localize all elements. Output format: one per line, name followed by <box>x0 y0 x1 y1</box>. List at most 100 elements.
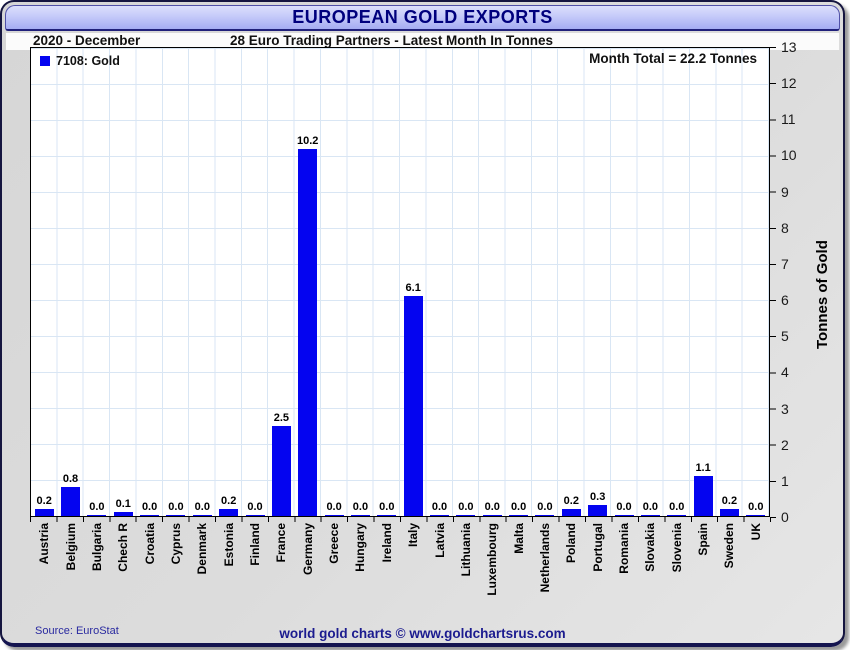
bar-value-label: 0.0 <box>748 500 764 513</box>
bar-column-lithuania: 0.0 <box>453 48 479 516</box>
bar-column-malta: 0.0 <box>505 48 531 516</box>
bar <box>350 514 370 516</box>
bar-value-label: 0.0 <box>247 500 263 513</box>
x-axis-label-germany: Germany <box>300 523 315 576</box>
bar-column-finland: 0.0 <box>242 48 268 516</box>
bar-column-luxembourg: 0.0 <box>479 48 505 516</box>
bar-column-france: 2.5 <box>268 48 294 516</box>
x-axis-label-italy: Italy <box>406 523 421 548</box>
x-axis-label-uk: UK <box>748 523 763 541</box>
bar-column-poland: 0.2 <box>558 48 584 516</box>
bar <box>614 514 634 516</box>
y-axis-number: 5 <box>781 328 789 345</box>
bar-value-label: 1.1 <box>695 462 711 475</box>
month-total-annotation: Month Total = 22.2 Tonnes <box>589 51 757 66</box>
x-axis-label-chech-r: Chech R <box>116 523 131 572</box>
bar-value-label: 0.2 <box>563 494 579 507</box>
bar <box>219 508 239 516</box>
bar <box>113 512 133 516</box>
plot-area: 7108: Gold Month Total = 22.2 Tonnes 0.2… <box>30 47 770 517</box>
x-axis-label-austria: Austria <box>37 523 52 565</box>
x-axis-label-lithuania: Lithuania <box>458 523 473 577</box>
x-axis-label-poland: Poland <box>564 523 579 564</box>
x-axis-label-sweden: Sweden <box>722 523 737 569</box>
bar <box>166 514 186 516</box>
bar-column-latvia: 0.0 <box>426 48 452 516</box>
bar <box>535 514 555 516</box>
bar-value-label: 0.0 <box>484 500 500 513</box>
bar-column-netherlands: 0.0 <box>532 48 558 516</box>
x-axis-label-spain: Spain <box>696 523 711 556</box>
bar-column-portugal: 0.3 <box>585 48 611 516</box>
y-axis-ticks <box>770 47 776 518</box>
legend: 7108: Gold <box>40 54 120 68</box>
x-axis-label-finland: Finland <box>248 523 263 566</box>
bar-column-spain: 1.1 <box>690 48 716 516</box>
legend-label: 7108: Gold <box>56 54 120 68</box>
bar <box>667 514 687 516</box>
bar-value-label: 6.1 <box>405 282 421 295</box>
legend-swatch-icon <box>40 56 50 66</box>
x-axis-label-latvia: Latvia <box>432 523 447 558</box>
bar-value-label: 0.0 <box>194 500 210 513</box>
bar-value-label: 0.3 <box>590 491 606 504</box>
x-axis-label-luxembourg: Luxembourg <box>485 523 500 596</box>
x-axis-label-france: France <box>274 523 289 563</box>
bar-column-ireland: 0.0 <box>374 48 400 516</box>
bar-column-belgium: 0.8 <box>57 48 83 516</box>
bar <box>640 514 660 516</box>
bar-column-estonia: 0.2 <box>216 48 242 516</box>
bar-value-label: 0.2 <box>221 494 237 507</box>
bar <box>746 514 766 516</box>
bar <box>192 514 212 516</box>
bar <box>719 508 739 516</box>
x-axis-label-slovenia: Slovenia <box>669 523 684 573</box>
x-axis-label-croatia: Croatia <box>142 523 157 565</box>
bar-column-cyprus: 0.0 <box>163 48 189 516</box>
bar-column-germany: 10.2 <box>295 48 321 516</box>
x-axis-label-bulgaria: Bulgaria <box>89 523 104 572</box>
bar-value-label: 0.0 <box>326 500 342 513</box>
bar <box>456 514 476 516</box>
bar <box>403 296 423 516</box>
bar-column-sweden: 0.2 <box>716 48 742 516</box>
bar <box>87 514 107 516</box>
x-axis-label-cyprus: Cyprus <box>168 523 183 565</box>
bar <box>509 514 529 516</box>
bar-value-label: 0.0 <box>168 500 184 513</box>
bar-column-slovenia: 0.0 <box>664 48 690 516</box>
y-axis-number: 13 <box>781 39 797 55</box>
bar-column-hungary: 0.0 <box>347 48 373 516</box>
subtitle-period: 2020 - December <box>33 33 141 48</box>
bar <box>324 514 344 516</box>
y-axis-title: Tonnes of Gold <box>814 240 831 349</box>
bar <box>298 148 318 516</box>
subtitle-strip <box>6 33 839 50</box>
bar-value-label: 0.2 <box>721 494 738 507</box>
bar-value-label: 0.0 <box>458 500 474 513</box>
bar <box>61 487 81 516</box>
y-axis-number: 3 <box>781 400 789 417</box>
bar <box>588 505 608 516</box>
bar-column-denmark: 0.0 <box>189 48 215 516</box>
y-axis-number: 2 <box>781 436 789 453</box>
credit-note: world gold charts © www.goldchartsrus.co… <box>279 626 566 641</box>
bar-column-romania: 0.0 <box>611 48 637 516</box>
bar <box>430 514 450 516</box>
bar-value-label: 0.0 <box>352 500 369 513</box>
y-axis-number: 4 <box>781 364 789 381</box>
source-note: Source: EuroStat <box>35 625 119 637</box>
x-axis-label-portugal: Portugal <box>590 523 605 572</box>
bar <box>482 514 502 516</box>
x-axis-label-ireland: Ireland <box>379 523 394 563</box>
bar-column-slovakia: 0.0 <box>637 48 663 516</box>
bar-value-label: 0.0 <box>510 500 527 513</box>
bar-value-label: 0.0 <box>141 500 158 513</box>
bar <box>693 476 713 516</box>
bar-column-uk: 0.0 <box>743 48 769 516</box>
bar-value-label: 0.0 <box>537 500 553 513</box>
bar-value-label: 2.5 <box>273 412 290 424</box>
bar-column-italy: 6.1 <box>400 48 426 516</box>
bar-value-label: 10.2 <box>297 134 319 147</box>
